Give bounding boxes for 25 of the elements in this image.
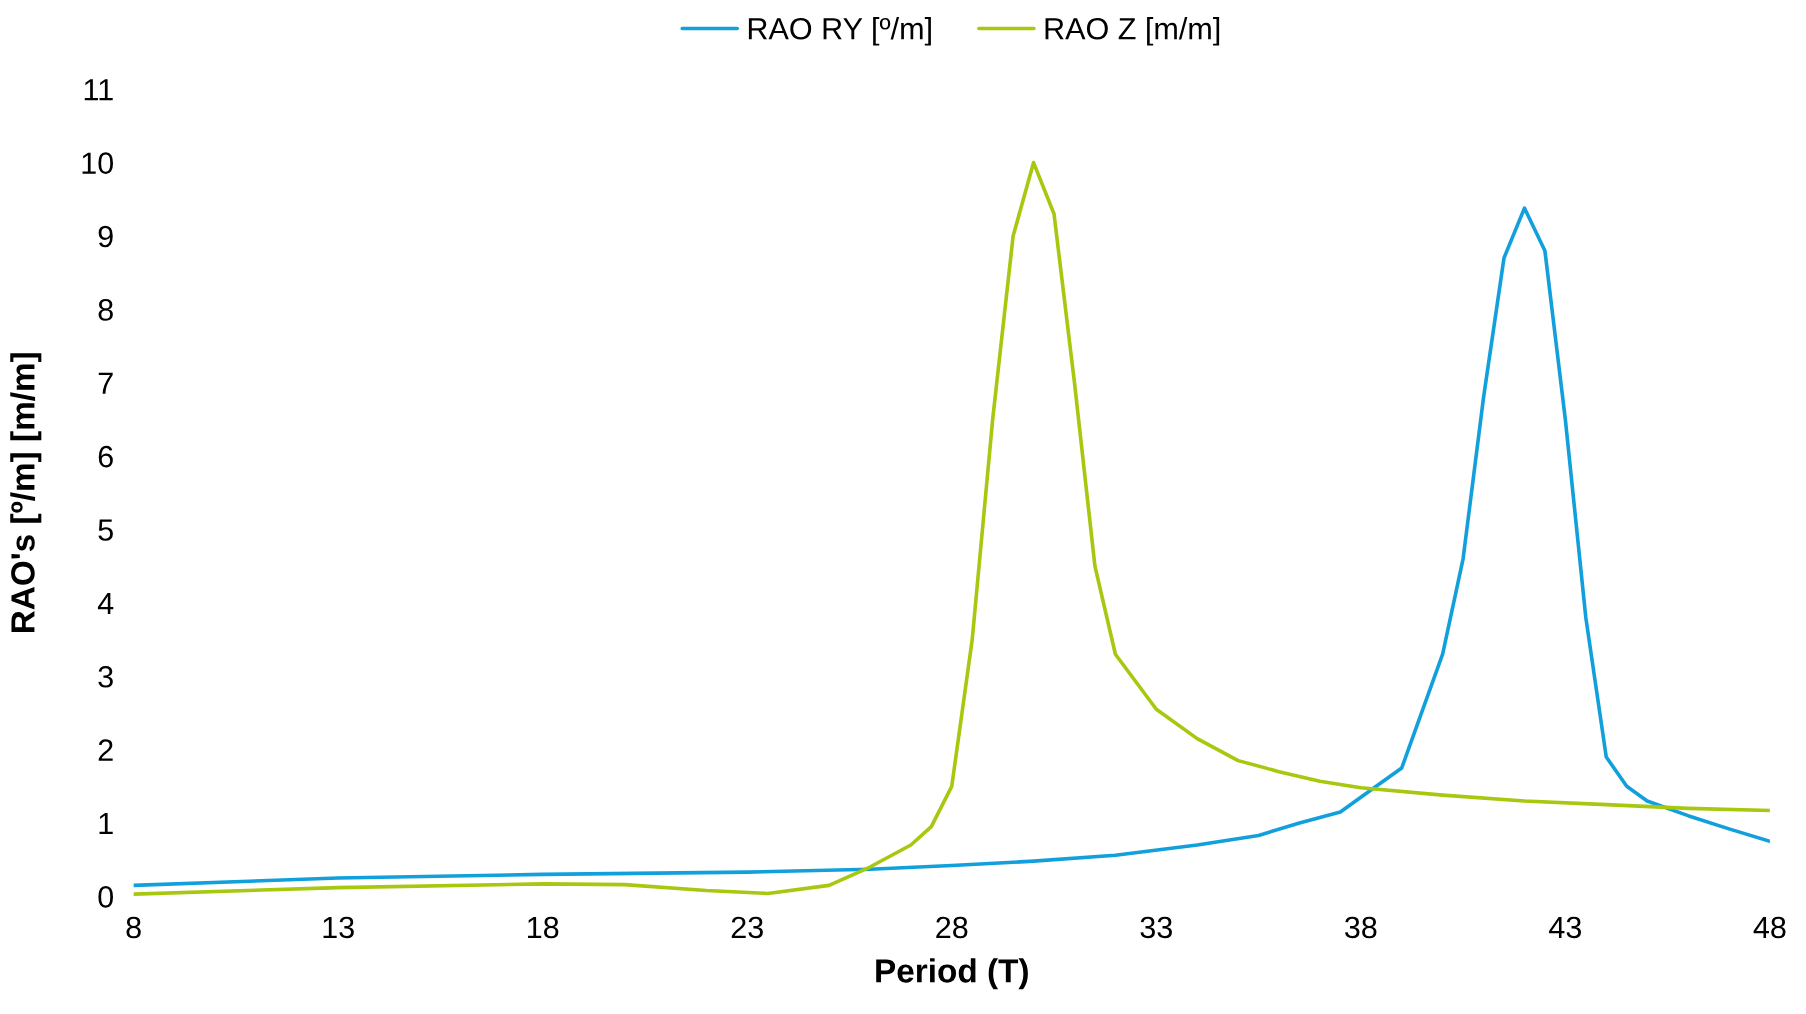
- y-tick-label: 3: [98, 665, 113, 688]
- y-tick-label: 4: [97, 592, 114, 614]
- y-tick-label: 11: [84, 79, 113, 101]
- y-tick-label: 8: [98, 299, 113, 321]
- y-tick-label: 5: [98, 519, 113, 541]
- x-tick-label: 8: [126, 916, 141, 939]
- x-axis-title: Period (T): [876, 958, 1028, 990]
- legend-label: RAO Z [m/m]: [1045, 17, 1220, 46]
- y-tick-label: 6: [98, 445, 113, 468]
- y-tick-label: 10: [82, 152, 114, 174]
- x-tick-label: 48: [1753, 916, 1786, 939]
- y-tick-label: 9: [98, 225, 113, 248]
- x-tick-label: 43: [1549, 916, 1581, 939]
- x-tick-label: 13: [323, 916, 354, 939]
- x-tick-label: 23: [731, 916, 763, 939]
- y-axis-title: RAO's [º/m] [m/m]: [10, 353, 42, 633]
- y-tick-label: 7: [98, 372, 113, 394]
- legend-label: RAO RY [º/m]: [748, 17, 931, 46]
- x-tick-label: 18: [528, 916, 559, 939]
- y-tick-label: 0: [98, 886, 114, 908]
- x-tick-label: 28: [936, 916, 968, 939]
- x-tick-label: 33: [1140, 916, 1172, 939]
- y-tick-label: 2: [98, 739, 113, 761]
- y-tick-label: 1: [99, 813, 113, 835]
- x-tick-label: 38: [1344, 916, 1377, 939]
